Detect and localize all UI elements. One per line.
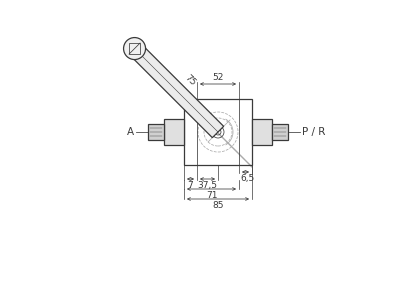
Circle shape <box>124 38 146 60</box>
Bar <box>148 124 164 140</box>
Text: 71: 71 <box>206 191 217 200</box>
Text: P / R: P / R <box>302 127 325 137</box>
Text: 52: 52 <box>212 73 224 82</box>
Text: 6,5: 6,5 <box>240 174 255 183</box>
Text: 75: 75 <box>183 73 198 88</box>
Text: A: A <box>127 127 134 137</box>
Bar <box>252 119 272 145</box>
Text: 37,5: 37,5 <box>198 181 218 190</box>
Polygon shape <box>129 43 224 138</box>
Bar <box>164 119 184 145</box>
Bar <box>184 99 252 165</box>
Text: 85: 85 <box>212 201 224 210</box>
Text: 7: 7 <box>188 181 193 190</box>
Bar <box>272 124 288 140</box>
